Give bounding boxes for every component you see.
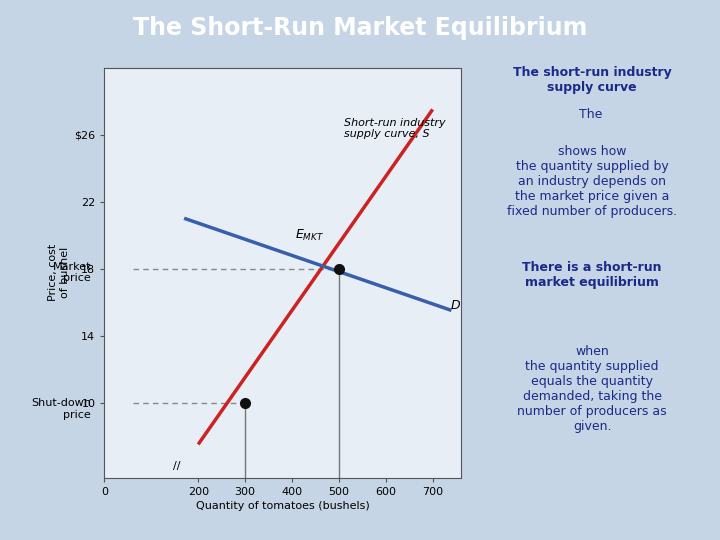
Text: shows how
the quantity supplied by
an industry depends on
the market price given: shows how the quantity supplied by an in…	[507, 145, 678, 218]
Text: Shut-down
    price: Shut-down price	[31, 399, 91, 420]
Text: D: D	[451, 299, 460, 312]
Text: //: //	[174, 461, 181, 471]
Text: $E_{MKT}$: $E_{MKT}$	[294, 228, 324, 244]
Text: Market
price: Market price	[53, 262, 91, 284]
Y-axis label: Price, cost
of bushel: Price, cost of bushel	[48, 244, 70, 301]
X-axis label: Quantity of tomatoes (bushels): Quantity of tomatoes (bushels)	[196, 501, 369, 511]
Text: The Short-Run Market Equilibrium: The Short-Run Market Equilibrium	[132, 16, 588, 40]
Text: There is a short-run
market equilibrium: There is a short-run market equilibrium	[523, 261, 662, 289]
Text: The short-run industry
supply curve: The short-run industry supply curve	[513, 66, 672, 94]
Text: The: The	[578, 108, 606, 121]
Text: Short-run industry
supply curve, S: Short-run industry supply curve, S	[343, 118, 445, 139]
Text: when
the quantity supplied
equals the quantity
demanded, taking the
number of pr: when the quantity supplied equals the qu…	[518, 345, 667, 433]
